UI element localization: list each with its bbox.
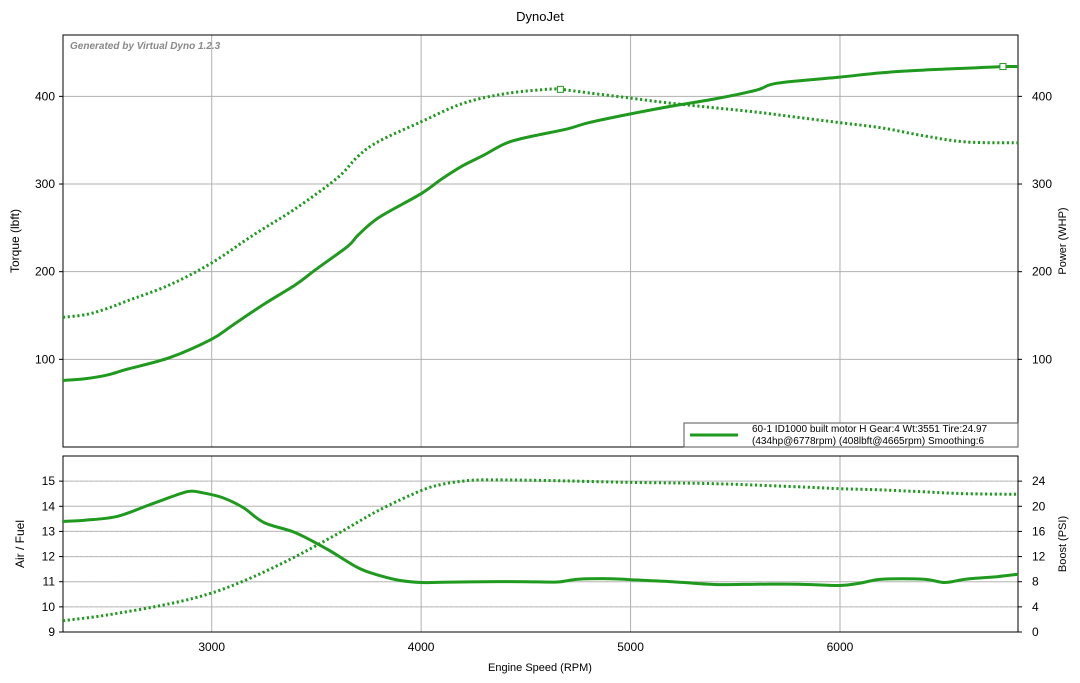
power-whp-line <box>62 64 1019 382</box>
y-tick-label: 13 <box>42 524 56 538</box>
top-panel-series <box>62 63 1019 382</box>
y2-tick-label: 100 <box>1032 352 1052 366</box>
y-tick-label: 11 <box>43 575 56 589</box>
y2-tick-label: 24 <box>1032 474 1046 488</box>
top-panel-ticks: 100 200 300 400 100 200 300 400 <box>35 89 1052 366</box>
y-tick-label: 300 <box>35 177 55 191</box>
y-tick-label: 9 <box>48 625 55 639</box>
y2-tick-label: 20 <box>1032 499 1046 513</box>
y-axis-label-airfuel: Air / Fuel <box>13 520 27 568</box>
chart-title: DynoJet <box>516 9 564 24</box>
x-tick-label: 6000 <box>827 640 854 654</box>
peak-marker <box>556 85 564 93</box>
y2-tick-label: 12 <box>1032 550 1046 564</box>
peak-marker <box>999 63 1007 71</box>
y2-tick-label: 4 <box>1032 600 1039 614</box>
y2-tick-label: 0 <box>1032 625 1039 639</box>
y-tick-label: 12 <box>42 550 56 564</box>
y-tick-label: 14 <box>42 499 56 513</box>
legend-line-1: 60-1 ID1000 built motor H Gear:4 Wt:3551… <box>752 424 988 435</box>
top-panel-grid <box>63 35 1018 447</box>
legend: 60-1 ID1000 built motor H Gear:4 Wt:3551… <box>683 422 1019 448</box>
boost-psi-line <box>62 478 1019 623</box>
y-tick-label: 100 <box>35 352 55 366</box>
y2-tick-label: 200 <box>1032 265 1052 279</box>
x-axis-label: Engine Speed (RPM) <box>488 662 592 674</box>
x-tick-label: 3000 <box>198 640 225 654</box>
bottom-panel-series <box>62 478 1019 623</box>
legend-line-2: (434hp@6778rpm) (408lbft@4665rpm) Smooth… <box>752 436 985 447</box>
bottom-panel-ticks: 3000 4000 5000 6000 9 10 11 12 13 14 15 0 4 8 12 16 20 24 <box>42 474 1046 654</box>
y2-tick-label: 300 <box>1032 177 1052 191</box>
y-tick-label: 400 <box>35 89 55 103</box>
bottom-panel-frame <box>62 455 1019 633</box>
air-fuel-line <box>62 489 1019 588</box>
bottom-panel-grid <box>63 456 1018 633</box>
torque-lbft-line <box>62 87 1019 319</box>
y2-axis-label-boost: Boost (PSI) <box>1057 516 1069 572</box>
y-tick-label: 10 <box>42 600 56 614</box>
y2-tick-label: 8 <box>1032 575 1039 589</box>
y2-axis-label-power: Power (WHP) <box>1057 207 1069 274</box>
y-tick-label: 15 <box>42 474 56 488</box>
y2-tick-label: 400 <box>1032 89 1052 103</box>
legend-box <box>683 422 1019 448</box>
y-axis-label-torque: Torque (lbft) <box>8 209 22 273</box>
x-tick-label: 5000 <box>617 640 644 654</box>
watermark-text: Generated by Virtual Dyno 1.2.3 <box>70 41 221 52</box>
y-tick-label: 200 <box>35 265 55 279</box>
x-tick-label: 4000 <box>408 640 435 654</box>
y2-tick-label: 16 <box>1032 524 1046 538</box>
top-panel-frame <box>62 34 1019 448</box>
